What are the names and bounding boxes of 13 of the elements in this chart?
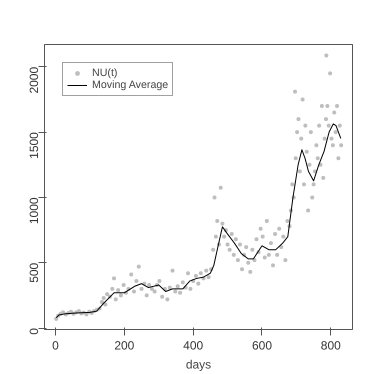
legend-label: NU(t) xyxy=(92,67,118,79)
x-axis-title: days xyxy=(186,358,212,372)
x-tick-label: 600 xyxy=(252,338,272,352)
x-tick-label: 200 xyxy=(114,338,135,352)
legend-label: Moving Average xyxy=(92,79,168,91)
y-tick-label: 2000 xyxy=(27,66,41,94)
y-tick-label: 500 xyxy=(27,262,41,283)
x-tick-label: 800 xyxy=(320,338,342,352)
y-tick-label: 1500 xyxy=(27,132,41,159)
y-tick-label: 0 xyxy=(27,328,41,335)
y-tick-label: 1000 xyxy=(27,197,41,224)
x-tick-label: 400 xyxy=(183,338,204,352)
x-tick-label: 0 xyxy=(52,338,60,352)
